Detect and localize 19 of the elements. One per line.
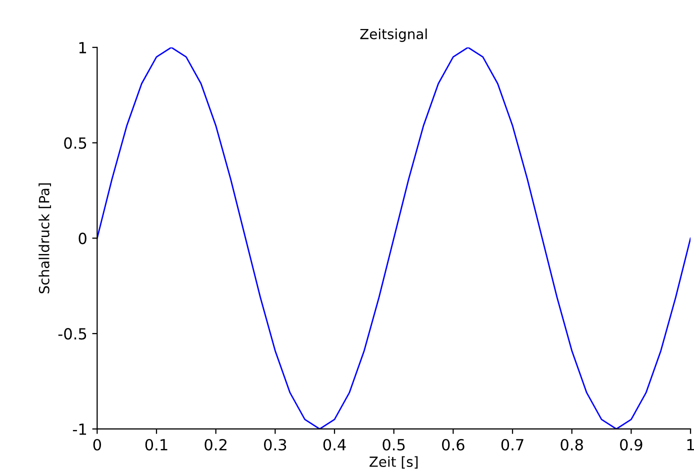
y-tick-label: 1	[79, 42, 86, 54]
x-tick-label: 0.1	[145, 438, 168, 451]
x-tick-label: 0.4	[323, 438, 346, 451]
x-tick-label: 0	[93, 438, 102, 451]
x-tick-label: 0.7	[501, 438, 524, 451]
x-tick-label: 0.9	[620, 438, 642, 451]
y-tick-label: 0.5	[64, 137, 86, 149]
x-tick-label: 0.6	[442, 438, 464, 451]
x-tick-label: 0.2	[204, 438, 226, 451]
chart-title: Zeitsignal	[360, 28, 427, 42]
x-tick-label: 1	[687, 439, 694, 450]
x-tick-label: 0.3	[264, 438, 286, 451]
y-tick-label: 0	[78, 232, 86, 244]
x-tick-label: 0.5	[382, 438, 405, 451]
x-axis-title: Zeit [s]	[370, 456, 418, 469]
y-tick-label: -0.5	[58, 328, 86, 340]
x-tick-label: 0.8	[560, 438, 583, 451]
y-tick-label: -1	[72, 424, 86, 435]
y-axis-title: Schalldruck [Pa]	[38, 183, 52, 294]
